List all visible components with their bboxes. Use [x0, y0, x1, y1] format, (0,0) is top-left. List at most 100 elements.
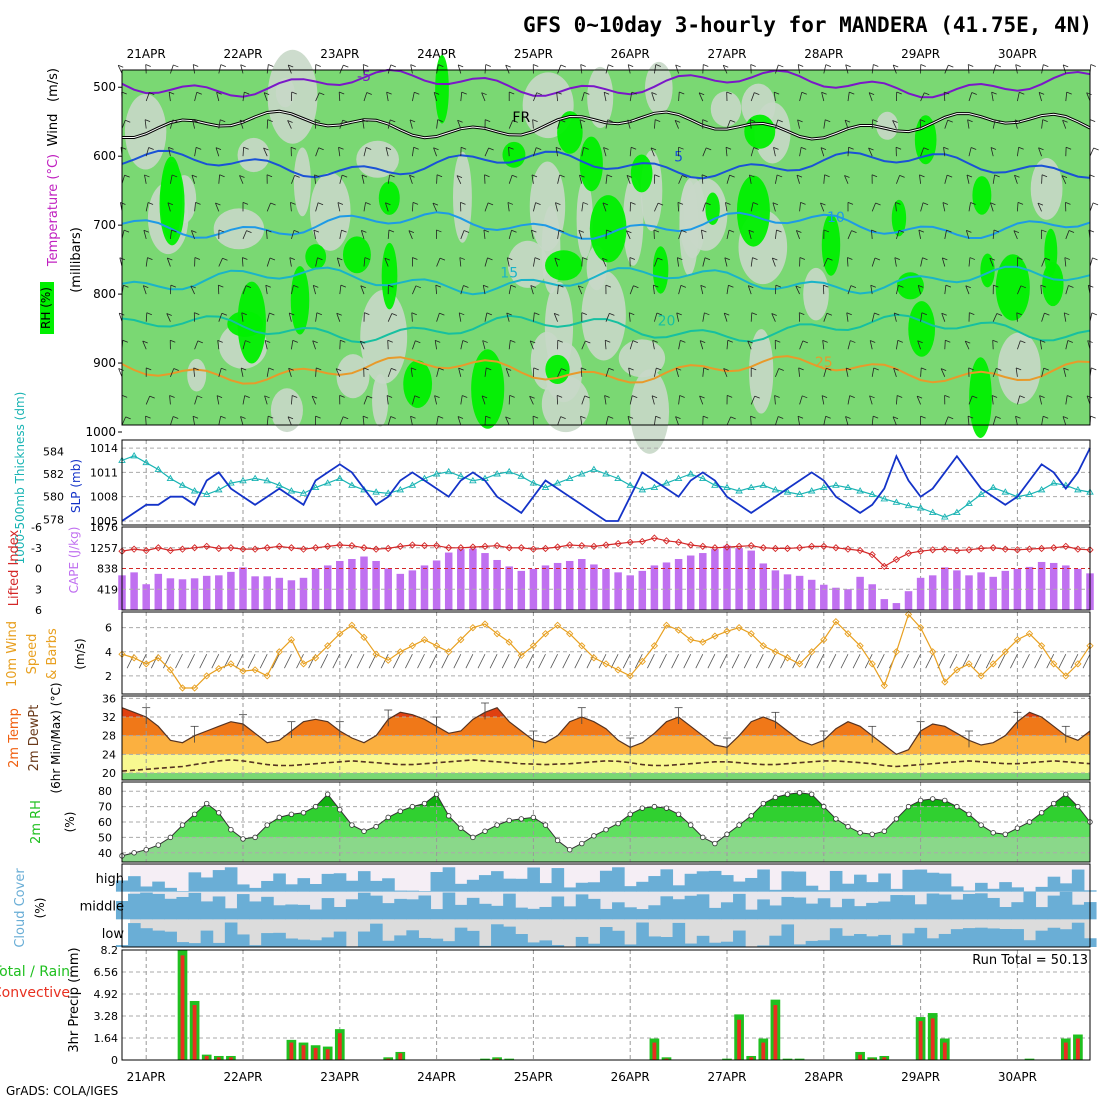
wind-speed-point [614, 666, 622, 674]
wind-barb [166, 313, 171, 322]
wind-barb [920, 147, 925, 157]
wind-speed-point [178, 684, 187, 692]
wind-barb [509, 91, 515, 95]
wind-barb [729, 174, 735, 178]
wind-barb [143, 230, 147, 240]
wind-barb [414, 395, 420, 399]
wind-speed-point [142, 660, 150, 668]
lifted-index-point [953, 546, 961, 555]
wind-barb [558, 284, 564, 288]
wind-barb [602, 202, 607, 212]
cloud-bar [164, 898, 177, 920]
cloud-bar [757, 899, 770, 920]
cloud-bar [527, 867, 540, 892]
wind-barb [534, 257, 541, 261]
wind-barb [651, 395, 658, 399]
lifted-index-point [505, 544, 513, 552]
wind-barb [605, 119, 609, 129]
wind-barb [148, 147, 154, 150]
cloud-bar [878, 934, 891, 947]
wind-barb [1019, 395, 1025, 399]
wind-barb [965, 340, 971, 344]
wind-barb [750, 64, 756, 67]
wind-barb [538, 654, 546, 669]
wind-barb [483, 229, 490, 233]
cloud-bar [539, 906, 553, 920]
wind-barb [508, 175, 513, 184]
wind-barb [1062, 119, 1068, 123]
thickness-point [699, 474, 707, 481]
cape-tick-label: 1257 [90, 542, 118, 555]
precip-convective-bar [301, 1045, 306, 1060]
wind-barb [768, 654, 776, 669]
wind-barb [465, 654, 474, 669]
cloud-bar [805, 903, 819, 920]
thickness-point [287, 487, 296, 494]
rh-point [506, 817, 512, 824]
wind-speed-point [856, 642, 864, 650]
wind-barb [144, 119, 151, 123]
lifted-index-point [190, 544, 199, 552]
wind-barb [482, 340, 486, 350]
wind-barb [608, 64, 614, 68]
isotherm-label: 25 [815, 355, 833, 371]
lifted-index-point [916, 547, 925, 555]
wind-barb [408, 230, 415, 234]
wind-barb [848, 146, 854, 150]
wind-barb [1039, 340, 1042, 350]
wind-barb [508, 285, 512, 295]
wind-barb [1089, 147, 1095, 157]
wind-barb [825, 119, 831, 123]
thickness-point [578, 470, 586, 477]
wind-barb [581, 367, 587, 371]
precip-total-bar [480, 1058, 490, 1060]
rh-point [930, 796, 936, 802]
wind-barb [749, 174, 755, 178]
wind-barb [723, 312, 728, 322]
wind-barb [291, 230, 295, 240]
wind-barb [947, 119, 953, 123]
thickness-point [614, 474, 622, 481]
wind-barb [315, 312, 318, 322]
wind-barb [847, 285, 852, 295]
wind-barb [241, 312, 247, 316]
cape-bar [711, 549, 719, 610]
wind-barb [387, 339, 393, 343]
wind-barb [410, 416, 413, 426]
wind-barb [318, 147, 324, 151]
wind-barb [218, 119, 221, 129]
wind-barb [942, 257, 948, 261]
cape-bar [372, 560, 380, 610]
wind-barb [702, 415, 709, 419]
wind-barb [266, 174, 273, 178]
wind-barb [266, 312, 270, 322]
cape-bar [1025, 566, 1034, 610]
cloud-bar [817, 890, 831, 892]
wind-barb [896, 91, 902, 95]
thickness-point [892, 498, 901, 505]
wind-speed-point [130, 654, 138, 662]
wind-barb [822, 340, 825, 350]
cloud-bar [176, 891, 190, 892]
wind-barb [338, 92, 341, 102]
wind-barb [317, 202, 324, 206]
wind-barb [992, 229, 995, 239]
rh-point [179, 822, 186, 828]
wind-barb [991, 92, 994, 102]
wind-barb [773, 147, 779, 150]
wind-speed-point [977, 672, 985, 680]
precip-total-bar [867, 1057, 878, 1060]
wind-barb [896, 340, 899, 350]
wind-barb [799, 147, 802, 157]
wind-barb [990, 147, 997, 150]
thickness-point [263, 476, 271, 484]
wind-barb [655, 119, 661, 123]
isotherm-label: 15 [500, 265, 518, 281]
wind-barb [845, 367, 852, 371]
rh-dry-area [372, 374, 389, 427]
cape-bar [904, 591, 913, 610]
wind-barb [342, 119, 348, 123]
wind-barb [408, 230, 413, 240]
wind-barb [654, 257, 658, 267]
wind-barb [170, 416, 174, 426]
